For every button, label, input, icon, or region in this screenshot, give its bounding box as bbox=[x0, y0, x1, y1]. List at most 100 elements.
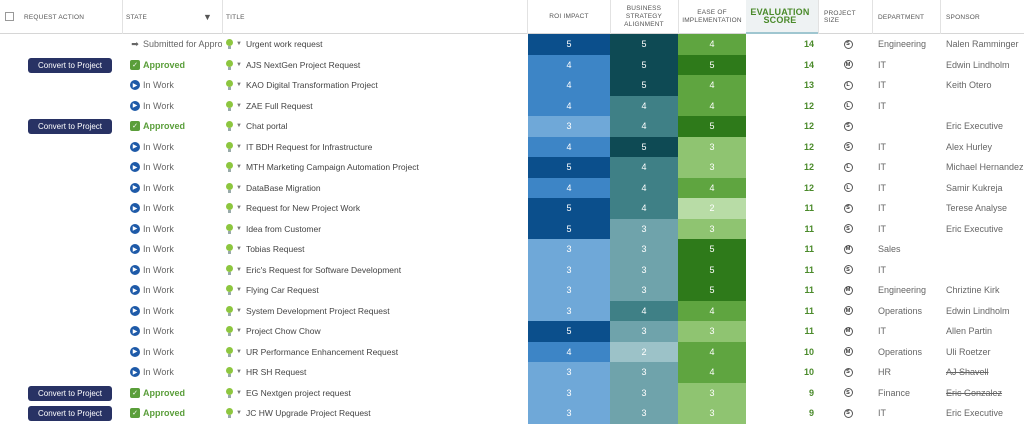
chevron-down-icon[interactable]: ▼ bbox=[236, 102, 242, 109]
chevron-down-icon[interactable]: ▼ bbox=[236, 164, 242, 171]
title-label[interactable]: JC HW Upgrade Project Request bbox=[245, 408, 371, 419]
title-label[interactable]: Eric's Request for Software Development bbox=[245, 264, 402, 275]
chevron-down-icon[interactable]: ▼ bbox=[236, 82, 242, 89]
chevron-down-icon[interactable]: ▼ bbox=[236, 246, 242, 253]
title-cell[interactable]: ▼ Eric's Request for Software Development bbox=[226, 260, 526, 281]
title-cell[interactable]: ▼ Tobias Request bbox=[226, 239, 526, 260]
chevron-down-icon[interactable]: ▼ bbox=[236, 328, 242, 335]
table-row[interactable]: ▶ In Work ▼ Tobias Request 3 3 5 11 M Sales bbox=[0, 239, 1024, 260]
title-cell[interactable]: ▼ Idea from Customer bbox=[226, 219, 526, 240]
header-state[interactable]: STATE ▼ bbox=[126, 0, 222, 34]
title-label[interactable]: System Development Project Request bbox=[245, 305, 390, 316]
table-row[interactable]: ▶ In Work ▼ Idea from Customer 5 3 3 11 S IT Eric … bbox=[0, 218, 1024, 240]
table-row[interactable]: ▶ In Work ▼ HR SH Request 3 3 4 10 S HR AJ Shavell bbox=[0, 362, 1024, 383]
table-row[interactable]: Convert to Project ✓ Approved ▼ EG Nextgen p… bbox=[0, 382, 1024, 404]
convert-to-project-button[interactable]: Convert to Project bbox=[28, 119, 112, 134]
title-label[interactable]: MTH Marketing Campaign Automation Projec… bbox=[245, 162, 419, 173]
chevron-down-icon[interactable]: ▼ bbox=[236, 225, 242, 232]
table-row[interactable]: ▶ In Work ▼ UR Performance Enhancement Requ… bbox=[0, 341, 1024, 363]
title-cell[interactable]: ▼ UR Performance Enhancement Request bbox=[226, 342, 526, 363]
table-row[interactable]: ▶ In Work ▼ Eric's Request for Software Dev… bbox=[0, 259, 1024, 281]
title-cell[interactable]: ▼ DataBase Migration bbox=[226, 178, 526, 199]
title-cell[interactable]: ▼ AJS NextGen Project Request bbox=[226, 55, 526, 76]
state-label: In Work bbox=[143, 141, 174, 152]
header-sponsor[interactable]: SPONSOR bbox=[946, 13, 980, 21]
header-department[interactable]: DEPARTMENT bbox=[878, 13, 925, 21]
title-label[interactable]: ZAE Full Request bbox=[245, 100, 313, 111]
chevron-down-icon[interactable]: ▼ bbox=[236, 369, 242, 376]
title-cell[interactable]: ▼ EG Nextgen project request bbox=[226, 383, 526, 404]
table-row[interactable]: ▶ In Work ▼ ZAE Full Request 4 4 4 12 L IT bbox=[0, 95, 1024, 117]
chevron-down-icon[interactable]: ▼ bbox=[236, 143, 242, 150]
table-row[interactable]: ▶ In Work ▼ DataBase Migration 4 4 4 12 L IT Samir… bbox=[0, 177, 1024, 199]
chevron-down-icon[interactable]: ▼ bbox=[236, 410, 242, 417]
title-label[interactable]: Request for New Project Work bbox=[245, 203, 361, 214]
project-size-cell: M bbox=[838, 342, 858, 363]
header-request-action[interactable]: REQUEST ACTION bbox=[24, 13, 85, 21]
table-row[interactable]: Convert to Project ✓ Approved ▼ JC HW Upgrad… bbox=[0, 403, 1024, 424]
chevron-down-icon[interactable]: ▼ bbox=[236, 205, 242, 212]
header-evaluation-score[interactable]: EVALUATION SCORE bbox=[746, 0, 818, 34]
project-size-cell: L bbox=[838, 75, 858, 96]
title-cell[interactable]: ▼ ZAE Full Request bbox=[226, 96, 526, 117]
table-row[interactable]: ▶ In Work ▼ IT BDH Request for Infrastructu… bbox=[0, 136, 1024, 158]
title-label[interactable]: KAO Digital Transformation Project bbox=[245, 80, 378, 91]
table-row[interactable]: ▶ In Work ▼ System Development Project Requ… bbox=[0, 300, 1024, 322]
table-row[interactable]: Convert to Project ✓ Approved ▼ AJS NextGen … bbox=[0, 54, 1024, 76]
header-business-strategy-alignment[interactable]: BUSINESS STRATEGY ALIGNMENT bbox=[610, 0, 678, 34]
title-cell[interactable]: ▼ System Development Project Request bbox=[226, 301, 526, 322]
chevron-down-icon[interactable]: ▼ bbox=[236, 389, 242, 396]
title-cell[interactable]: ▼ Flying Car Request bbox=[226, 280, 526, 301]
title-label[interactable]: DataBase Migration bbox=[245, 182, 321, 193]
convert-to-project-button[interactable]: Convert to Project bbox=[28, 57, 112, 73]
table-row[interactable]: ▶ In Work ▼ KAO Digital Transformation Proj… bbox=[0, 75, 1024, 96]
convert-to-project-button[interactable]: Convert to Project bbox=[28, 406, 112, 421]
chevron-down-icon[interactable]: ▼ bbox=[236, 348, 242, 355]
ease-of-implementation-cell: 3 bbox=[678, 382, 746, 403]
title-label[interactable]: Tobias Request bbox=[245, 244, 305, 255]
table-row[interactable]: ▶ In Work ▼ Flying Car Request 3 3 5 11 M Enginee… bbox=[0, 280, 1024, 301]
chevron-down-icon[interactable]: ▼ bbox=[236, 266, 242, 273]
chevron-down-icon[interactable]: ▼ bbox=[236, 307, 242, 314]
table-row[interactable]: ➡ Submitted for Approval ▼Urgent work requ… bbox=[0, 34, 1024, 55]
title-label[interactable]: Flying Car Request bbox=[245, 285, 319, 296]
project-size-cell: L bbox=[838, 96, 858, 117]
title-cell[interactable]: ▼ Request for New Project Work bbox=[226, 198, 526, 219]
title-label[interactable]: Idea from Customer bbox=[245, 223, 322, 234]
table-row[interactable]: ▶ In Work ▼ MTH Marketing Campaign Automati… bbox=[0, 157, 1024, 178]
title-cell[interactable]: ▼ HR SH Request bbox=[226, 362, 526, 383]
title-label[interactable]: HR SH Request bbox=[245, 367, 307, 378]
table-row[interactable]: Convert to Project ✓ Approved ▼ Chat portal 3… bbox=[0, 116, 1024, 137]
chevron-down-icon[interactable]: ▼ bbox=[236, 41, 242, 48]
header-project-size[interactable]: PROJECT SIZE bbox=[824, 10, 856, 24]
header-ease-of-implementation[interactable]: EASE OF IMPLEMENTATION bbox=[678, 0, 746, 34]
title-label[interactable]: UR Performance Enhancement Request bbox=[245, 346, 399, 357]
title-cell[interactable]: ▼ Chat portal bbox=[226, 116, 526, 137]
title-cell[interactable]: ▼ JC HW Upgrade Project Request bbox=[226, 403, 526, 424]
project-size-cell: M bbox=[838, 239, 858, 260]
chevron-down-icon[interactable]: ▼ bbox=[236, 184, 242, 191]
table-row[interactable]: ▶ In Work ▼ Request for New Project Work 5 4 2… bbox=[0, 198, 1024, 219]
convert-to-project-button[interactable]: Convert to Project bbox=[28, 385, 112, 401]
in-work-icon: ▶ bbox=[130, 285, 143, 296]
title-cell[interactable]: ▼ Project Chow Chow bbox=[226, 321, 526, 342]
header-roi-impact[interactable]: ROI IMPACT bbox=[549, 13, 589, 20]
title-label[interactable]: Project Chow Chow bbox=[245, 326, 321, 337]
title-cell[interactable]: ▼ Urgent work request bbox=[226, 34, 526, 55]
chevron-down-icon[interactable]: ▼ bbox=[236, 123, 242, 130]
title-label[interactable]: IT BDH Request for Infrastructure bbox=[245, 141, 373, 152]
header-title[interactable]: TITLE bbox=[226, 13, 245, 21]
department-cell: IT bbox=[878, 100, 886, 111]
title-label[interactable]: Chat portal bbox=[245, 121, 288, 132]
select-all-checkbox[interactable] bbox=[5, 12, 14, 21]
title-label[interactable]: Urgent work request bbox=[245, 39, 323, 50]
title-label[interactable]: EG Nextgen project request bbox=[245, 387, 351, 398]
title-cell[interactable]: ▼ KAO Digital Transformation Project bbox=[226, 75, 526, 96]
chevron-down-icon[interactable]: ▼ bbox=[236, 61, 242, 68]
title-cell[interactable]: ▼ IT BDH Request for Infrastructure bbox=[226, 137, 526, 158]
title-label[interactable]: AJS NextGen Project Request bbox=[245, 59, 361, 70]
chevron-down-icon[interactable]: ▼ bbox=[236, 287, 242, 294]
title-cell[interactable]: ▼ MTH Marketing Campaign Automation Proje… bbox=[226, 157, 526, 178]
table-row[interactable]: ▶ In Work ▼ Project Chow Chow 5 3 3 11 M IT Allen … bbox=[0, 321, 1024, 342]
filter-icon[interactable]: ▼ bbox=[202, 12, 213, 22]
